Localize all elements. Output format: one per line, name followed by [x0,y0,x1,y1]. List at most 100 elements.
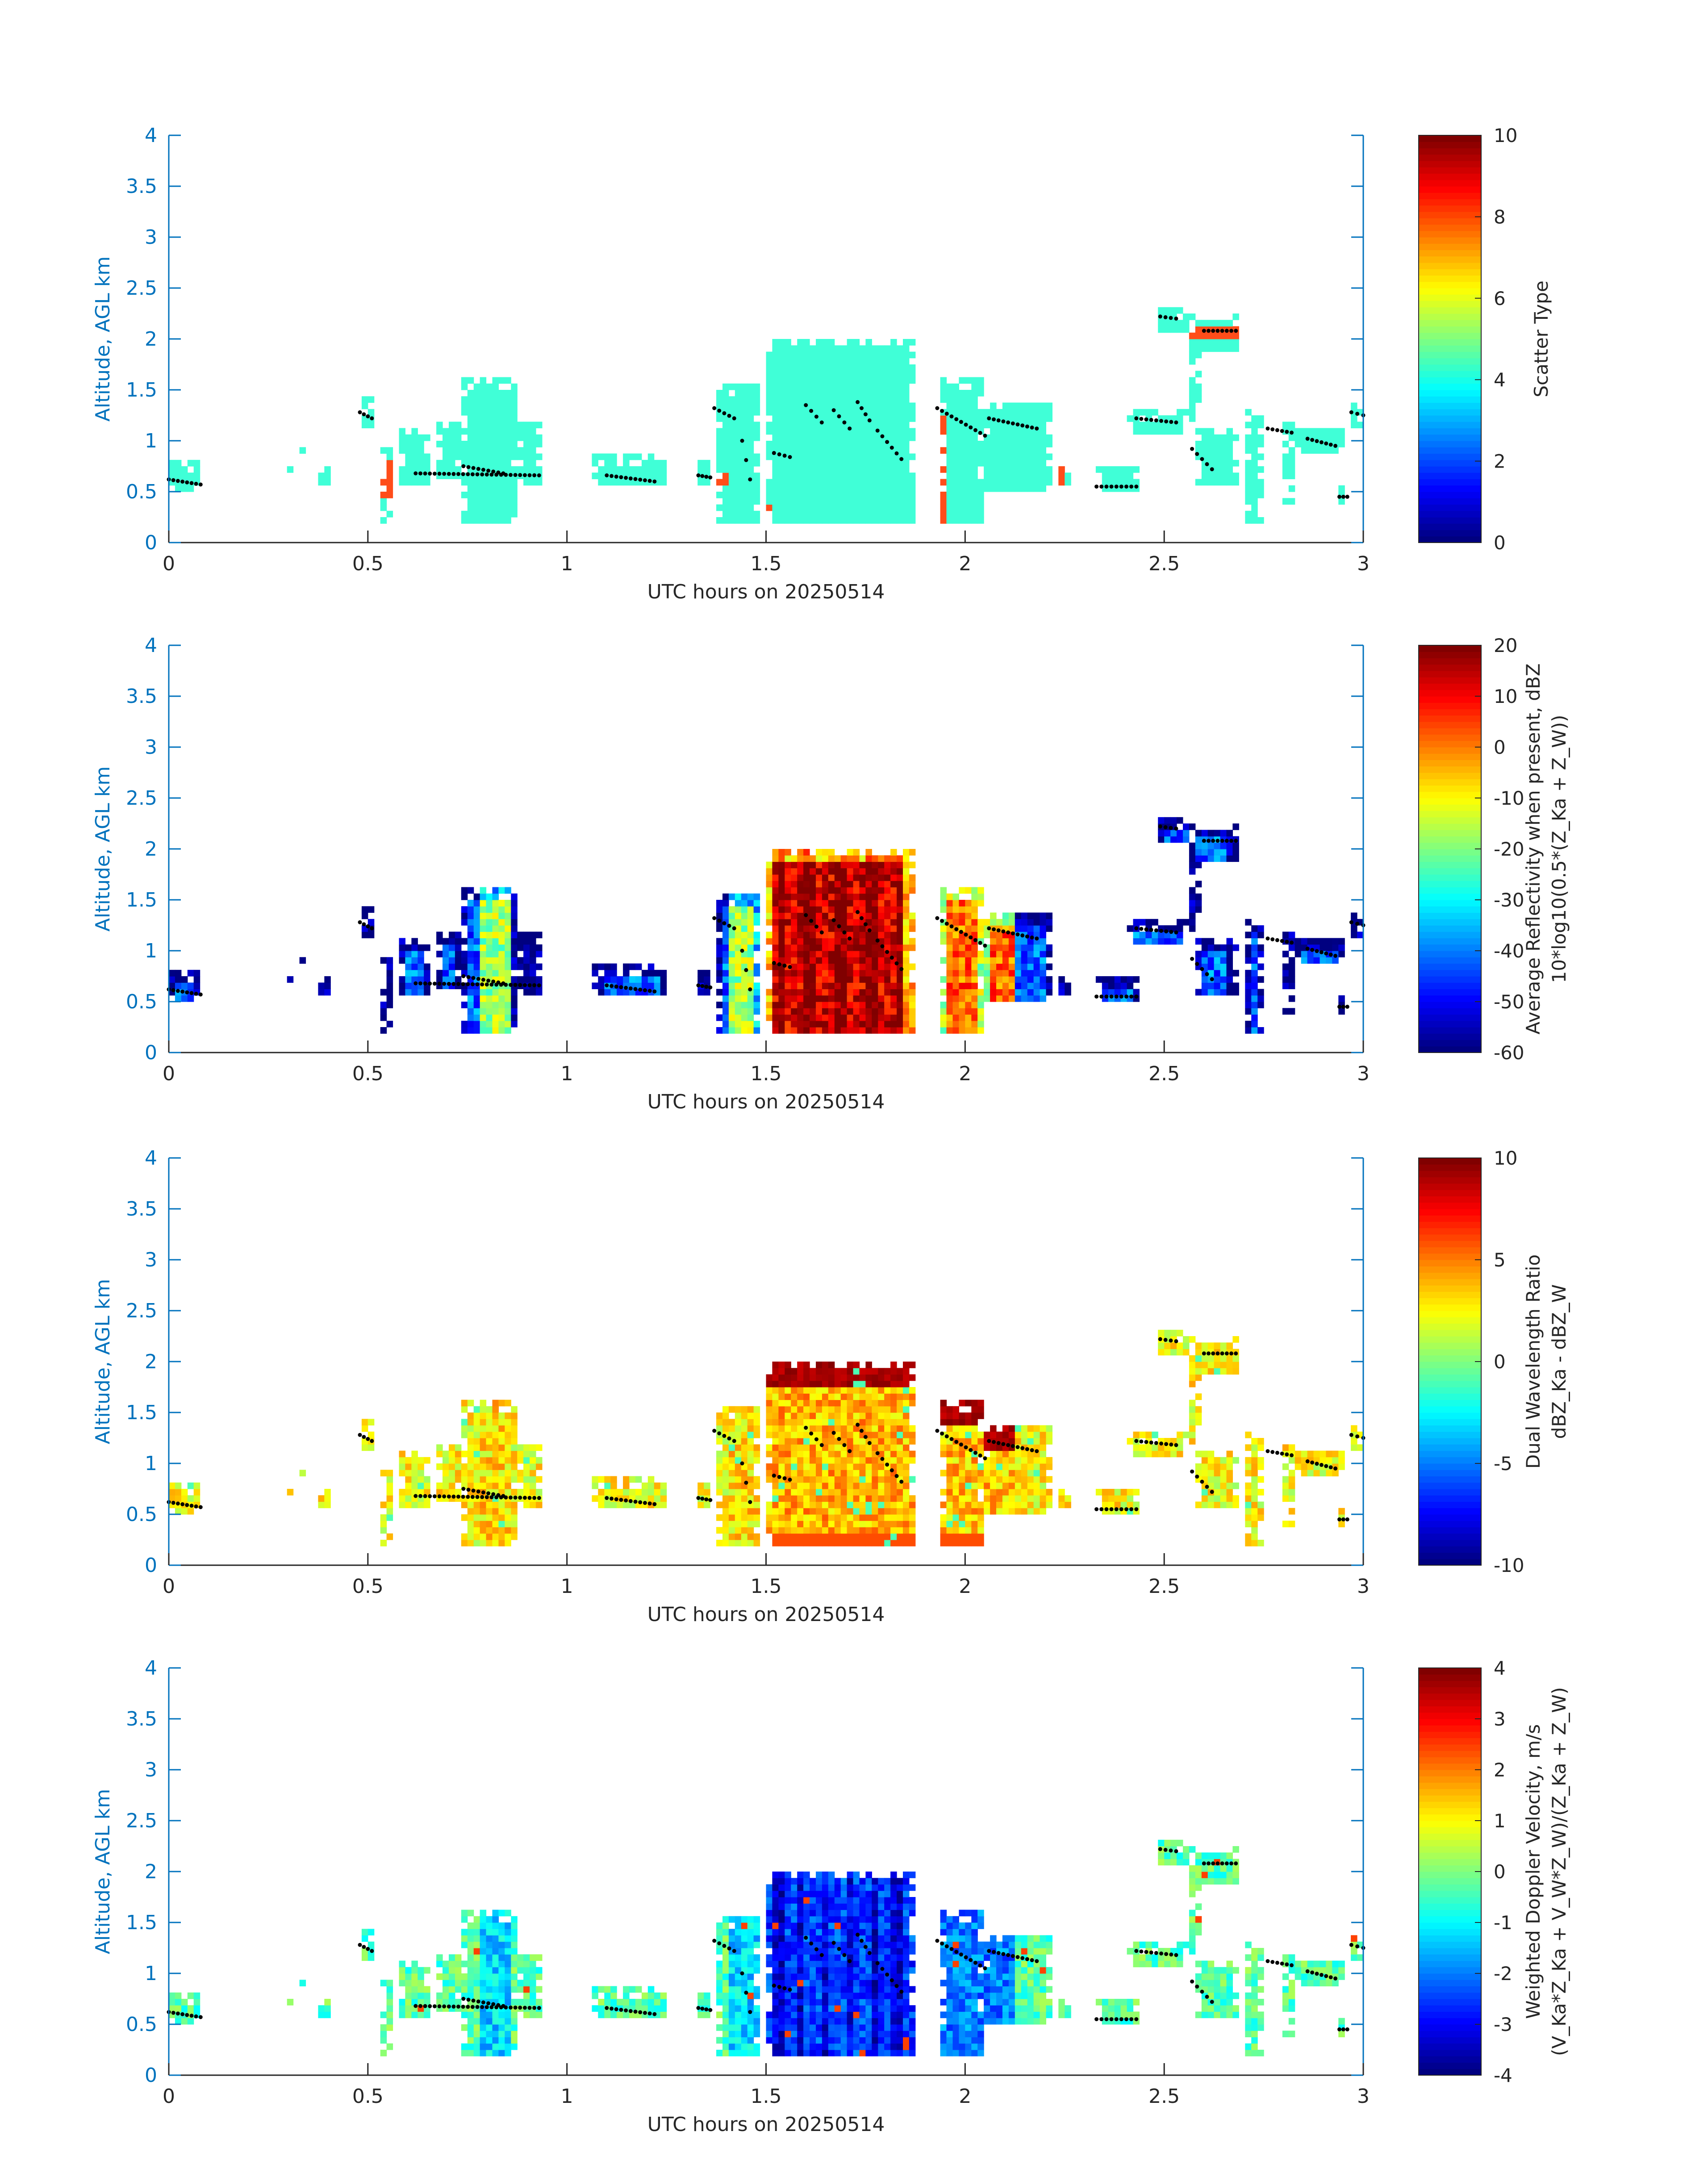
heatmap-cell [486,402,493,409]
heatmap-cell [449,944,455,951]
heatmap-cell [753,1444,760,1451]
heatmap-cell [878,492,885,498]
heatmap-cell [859,1027,866,1034]
heatmap-cell [803,944,810,951]
heatmap-cell [834,855,841,862]
heatmap-cell [834,982,841,990]
heatmap-cell [785,989,791,996]
cloud-top-marker [1114,994,1119,999]
heatmap-cell [872,402,878,409]
heatmap-cell [791,441,798,447]
heatmap-cell [486,510,493,518]
heatmap-cell [523,1476,530,1483]
heatmap-cell [959,510,965,518]
heatmap-cell [511,893,518,900]
heatmap-cell [480,428,487,435]
heatmap-cell [772,485,779,492]
heatmap-cell [1189,339,1196,346]
heatmap-cell [1220,969,1227,977]
heatmap-cell [1177,307,1183,314]
heatmap-cell [1195,893,1202,900]
heatmap-cell [530,944,536,951]
heatmap-cell [810,1508,816,1515]
heatmap-cell [480,479,487,486]
heatmap-cell [965,396,972,403]
heatmap-cell [778,919,785,926]
cloud-top-marker [996,928,1001,932]
heatmap-cell [735,453,742,460]
heatmap-cell [834,969,841,977]
heatmap-cell [1139,422,1146,429]
heatmap-cell [965,479,972,486]
heatmap-cell [523,976,530,983]
heatmap-cell [486,1476,493,1483]
heatmap-cell [810,1438,816,1445]
heatmap-cell [1201,332,1208,339]
heatmap-cell [959,944,965,951]
heatmap-cell [424,1489,430,1496]
colorbar-swatch [1419,498,1481,505]
heatmap-cell [1282,472,1289,480]
heatmap-cell [828,868,835,875]
heatmap-cell [785,1501,791,1508]
heatmap-cell [641,1495,648,1502]
heatmap-cell [785,377,791,384]
heatmap-cell [1288,422,1295,429]
heatmap-cell [959,466,965,473]
heatmap-cell [884,371,891,378]
heatmap-cell [467,453,474,460]
heatmap-cell [847,969,854,977]
heatmap-cell [498,969,505,977]
heatmap-cell [785,1533,791,1540]
heatmap-cell [890,925,897,932]
heatmap-cell [797,1463,804,1470]
heatmap-cell [741,893,748,900]
heatmap-cell [897,441,903,447]
heatmap-cell [797,1457,804,1464]
heatmap-cell [728,383,735,390]
heatmap-cell [946,517,953,524]
cloud-top-marker [496,980,501,985]
heatmap-cell [884,957,891,964]
heatmap-cell [486,485,493,492]
heatmap-cell [1232,855,1239,862]
heatmap-cell [1183,823,1190,830]
heatmap-cell [747,504,754,511]
heatmap-cell [996,422,1003,429]
heatmap-cell [785,1419,791,1426]
heatmap-cell [486,944,493,951]
cloud-top-marker [428,472,432,476]
heatmap-cell [1189,919,1196,926]
heatmap-cell [443,957,449,964]
heatmap-cell [853,976,860,983]
heatmap-cell [498,1482,505,1489]
cloud-top-marker [1195,962,1199,966]
heatmap-cell [772,402,779,409]
cloud-top-marker [638,987,643,992]
heatmap-cell [766,428,773,435]
heatmap-cell [530,422,536,429]
heatmap-cell [959,1027,965,1034]
heatmap-cell [436,1444,443,1451]
heatmap-cell [778,1002,785,1008]
heatmap-cell [859,932,866,939]
heatmap-cell [822,976,829,983]
heatmap-cell [1220,989,1227,996]
heatmap-cell [977,951,984,957]
heatmap-cell [498,492,505,498]
heatmap-cell [716,976,723,983]
heatmap-cell [623,466,630,473]
heatmap-cell [1326,434,1332,441]
heatmap-cell [492,919,499,926]
heatmap-cell [511,1412,518,1419]
cloud-top-marker [628,986,633,990]
heatmap-cell [1108,472,1115,480]
heatmap-cell [473,1008,480,1015]
heatmap-cell [467,900,474,907]
heatmap-cell [536,466,543,473]
heatmap-cell [791,944,798,951]
heatmap-cell [816,466,823,473]
heatmap-cell [853,434,860,441]
heatmap-cell [1021,963,1028,970]
